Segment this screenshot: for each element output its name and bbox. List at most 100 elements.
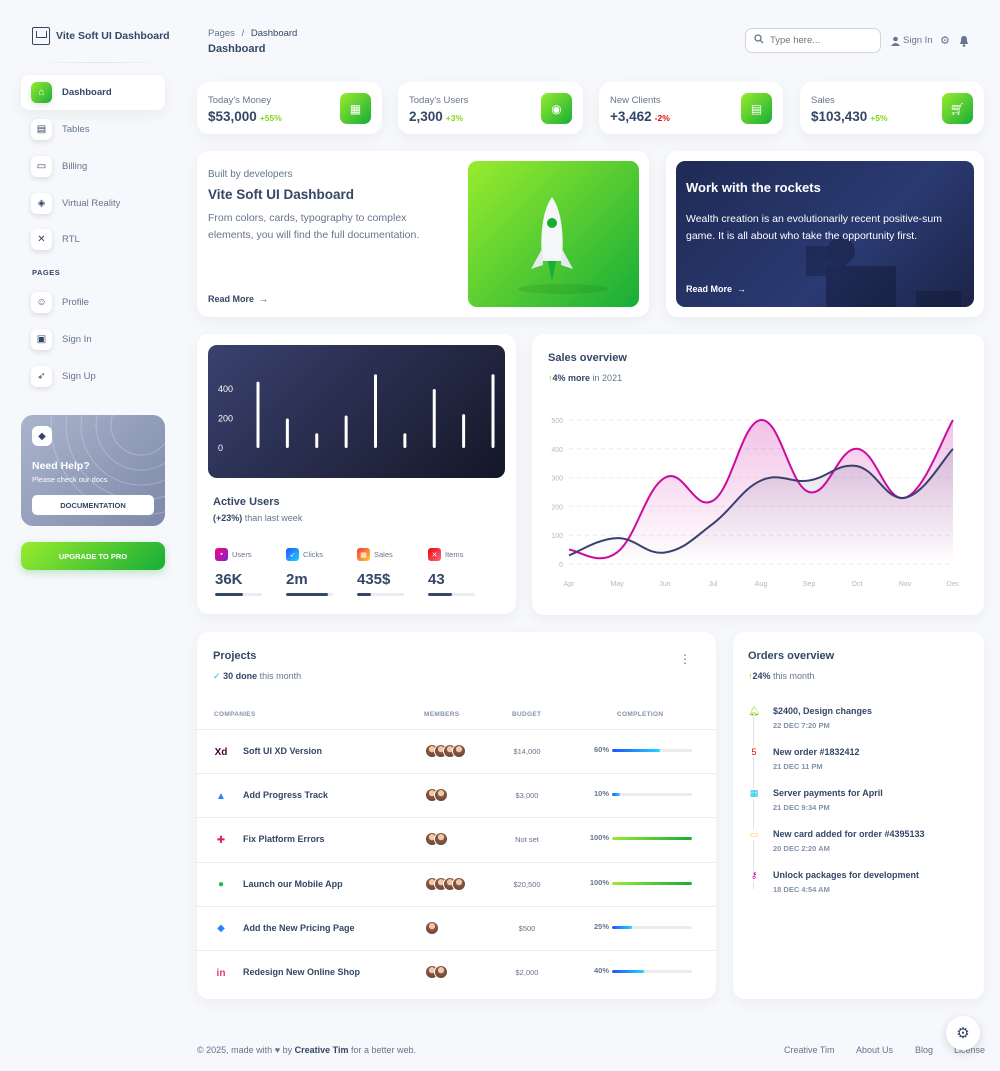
shop-icon: ⌂: [31, 82, 52, 103]
bar: [256, 381, 260, 448]
gear-icon[interactable]: ⚙: [940, 35, 950, 47]
sidebar-item-label: Profile: [62, 297, 89, 308]
footer-link-blog[interactable]: Blog: [915, 1045, 934, 1055]
search-box[interactable]: [745, 28, 881, 53]
sidebar-item-label: Sign Up: [62, 371, 96, 382]
footer-link-license[interactable]: License: [954, 1045, 986, 1055]
rocket-icon: [518, 197, 608, 294]
arrow-right-icon: →: [737, 284, 747, 294]
bell-icon[interactable]: [959, 34, 969, 52]
timeline-date: 21 DEC 9:34 PM: [773, 803, 830, 812]
sidebar-item-sign-in[interactable]: ▣ Sign In: [21, 322, 165, 357]
avatar[interactable]: [434, 788, 448, 803]
timeline-line: [753, 714, 754, 889]
footer-author-link[interactable]: Creative Tim: [294, 1045, 349, 1055]
stat-change: -2%: [654, 113, 670, 123]
settings-icon: ✕: [428, 548, 441, 562]
customer-support-icon: ☺: [31, 292, 52, 313]
brand-logo-icon: [32, 27, 50, 45]
rockets-read-more-link[interactable]: Read More →: [686, 284, 747, 294]
promo-card: Built by developers Vite Soft UI Dashboa…: [197, 151, 649, 317]
documentation-button[interactable]: DOCUMENTATION: [32, 495, 154, 515]
search-icon: [754, 34, 764, 47]
project-name: Soft UI XD Version: [243, 746, 323, 756]
projects-card: [197, 632, 716, 999]
promo-read-more-link[interactable]: Read More →: [208, 294, 269, 304]
y-tick-label: 200: [551, 504, 563, 511]
settings-icon: ✕: [31, 229, 52, 250]
table-row[interactable]: ● Launch our Mobile App $20,500 100%: [197, 861, 716, 906]
avatar[interactable]: [425, 920, 439, 935]
stat-card-money: Today's Money $53,000 +55% ▦: [197, 82, 382, 134]
office-icon: ▤: [31, 119, 52, 140]
sidebar-item-virtual-reality[interactable]: ◈ Virtual Reality: [21, 186, 165, 221]
metric-progress: [286, 593, 333, 596]
page-title: Dashboard: [208, 43, 266, 55]
brand[interactable]: Vite Soft UI Dashboard: [32, 27, 170, 45]
completion-bar: [612, 793, 692, 797]
configurator-gear-icon[interactable]: ⚙: [946, 1016, 980, 1050]
bar: [315, 433, 319, 448]
avatar[interactable]: [434, 832, 448, 847]
more-options-icon[interactable]: ⋮: [679, 652, 691, 666]
metric-progress: [357, 593, 404, 596]
rockets-text: Wealth creation is an evolutionarily rec…: [686, 213, 943, 242]
metric-label: Items: [445, 550, 464, 560]
x-tick-label: May: [610, 581, 624, 588]
stat-change: +3%: [445, 113, 464, 123]
series-line: [568, 418, 954, 560]
avatar[interactable]: [452, 876, 466, 891]
sidebar-item-profile[interactable]: ☺ Profile: [21, 285, 165, 320]
footer-link-creative-tim[interactable]: Creative Tim: [784, 1045, 835, 1055]
table-row[interactable]: ✚ Fix Platform Errors Not set 100%: [197, 817, 716, 861]
active-users-subtitle: (+23%) than last week: [213, 513, 303, 523]
arrow-right-icon: →: [259, 294, 269, 304]
footer-copyright: © 2025, made with ♥ by Creative Tim for …: [197, 1045, 417, 1055]
project-budget: Not set: [515, 835, 539, 845]
bar: [462, 414, 466, 448]
rockets-title: Work with the rockets: [686, 180, 821, 195]
sidebar-item-rtl[interactable]: ✕ RTL: [21, 222, 165, 257]
timeline-date: 22 DEC 7:20 PM: [773, 721, 830, 730]
table-row[interactable]: ▲ Add Progress Track $3,000 10%: [197, 773, 716, 817]
avatar[interactable]: [452, 744, 466, 758]
bar: [344, 415, 348, 448]
footer-link-about-us[interactable]: About Us: [856, 1045, 894, 1055]
breadcrumb-root[interactable]: Pages: [208, 28, 235, 39]
table-row[interactable]: Xd Soft UI XD Version $14,000 60%: [197, 729, 716, 773]
stat-card-sales: Sales $103,430 +5% 🛒︎: [800, 82, 984, 134]
table-row[interactable]: ◆ Add the New Pricing Page $500 25%: [197, 905, 716, 950]
arrow-up-icon: ↑: [548, 373, 553, 383]
bar: [285, 418, 289, 448]
bar: [491, 374, 495, 448]
company-logo-icon: ◆: [217, 923, 225, 935]
credit-card-icon: ▭: [748, 829, 760, 840]
metric-label: Clicks: [303, 550, 323, 560]
bar: [432, 389, 436, 448]
sidebar-item-tables[interactable]: ▤ Tables: [21, 112, 165, 147]
sidebar-item-dashboard[interactable]: ⌂ Dashboard: [21, 75, 165, 110]
avatar[interactable]: [434, 965, 448, 979]
breadcrumb: Pages / Dashboard: [208, 28, 297, 39]
search-input[interactable]: [770, 35, 870, 46]
completion-bar: [612, 970, 692, 973]
timeline-title: Server payments for April: [773, 788, 883, 798]
timeline-date: 20 DEC 2:20 AM: [773, 844, 830, 853]
sign-in-link[interactable]: Sign In: [891, 35, 933, 46]
metric-value: 435$: [357, 571, 391, 588]
diamond-icon: ◆: [32, 426, 52, 446]
col-completion: COMPLETION: [617, 711, 664, 718]
projects-subtitle: ✓ 30 done this month: [213, 671, 302, 681]
x-tick-label: Sep: [803, 581, 816, 588]
sidebar-item-billing[interactable]: ▭ Billing: [21, 149, 165, 184]
active-users-card: 0 200 400 Active Users (+23%) than last we…: [197, 334, 516, 614]
sales-overview-subtitle: ↑4% more in 2021: [548, 373, 623, 383]
y-tick-label: 0: [559, 562, 563, 569]
project-name: Redesign New Online Shop: [243, 967, 361, 977]
sidebar-item-sign-up[interactable]: ➶ Sign Up: [21, 359, 165, 394]
help-card: ◆ Need Help? Please check our docs DOCUM…: [21, 415, 165, 526]
upgrade-button[interactable]: UPGRADE TO PRO: [21, 542, 165, 570]
projects-title: Projects: [213, 650, 257, 662]
table-row[interactable]: in Redesign New Online Shop $2,000 40%: [197, 950, 716, 994]
stat-card-clients: New Clients +3,462 -2% ▤: [599, 82, 783, 134]
